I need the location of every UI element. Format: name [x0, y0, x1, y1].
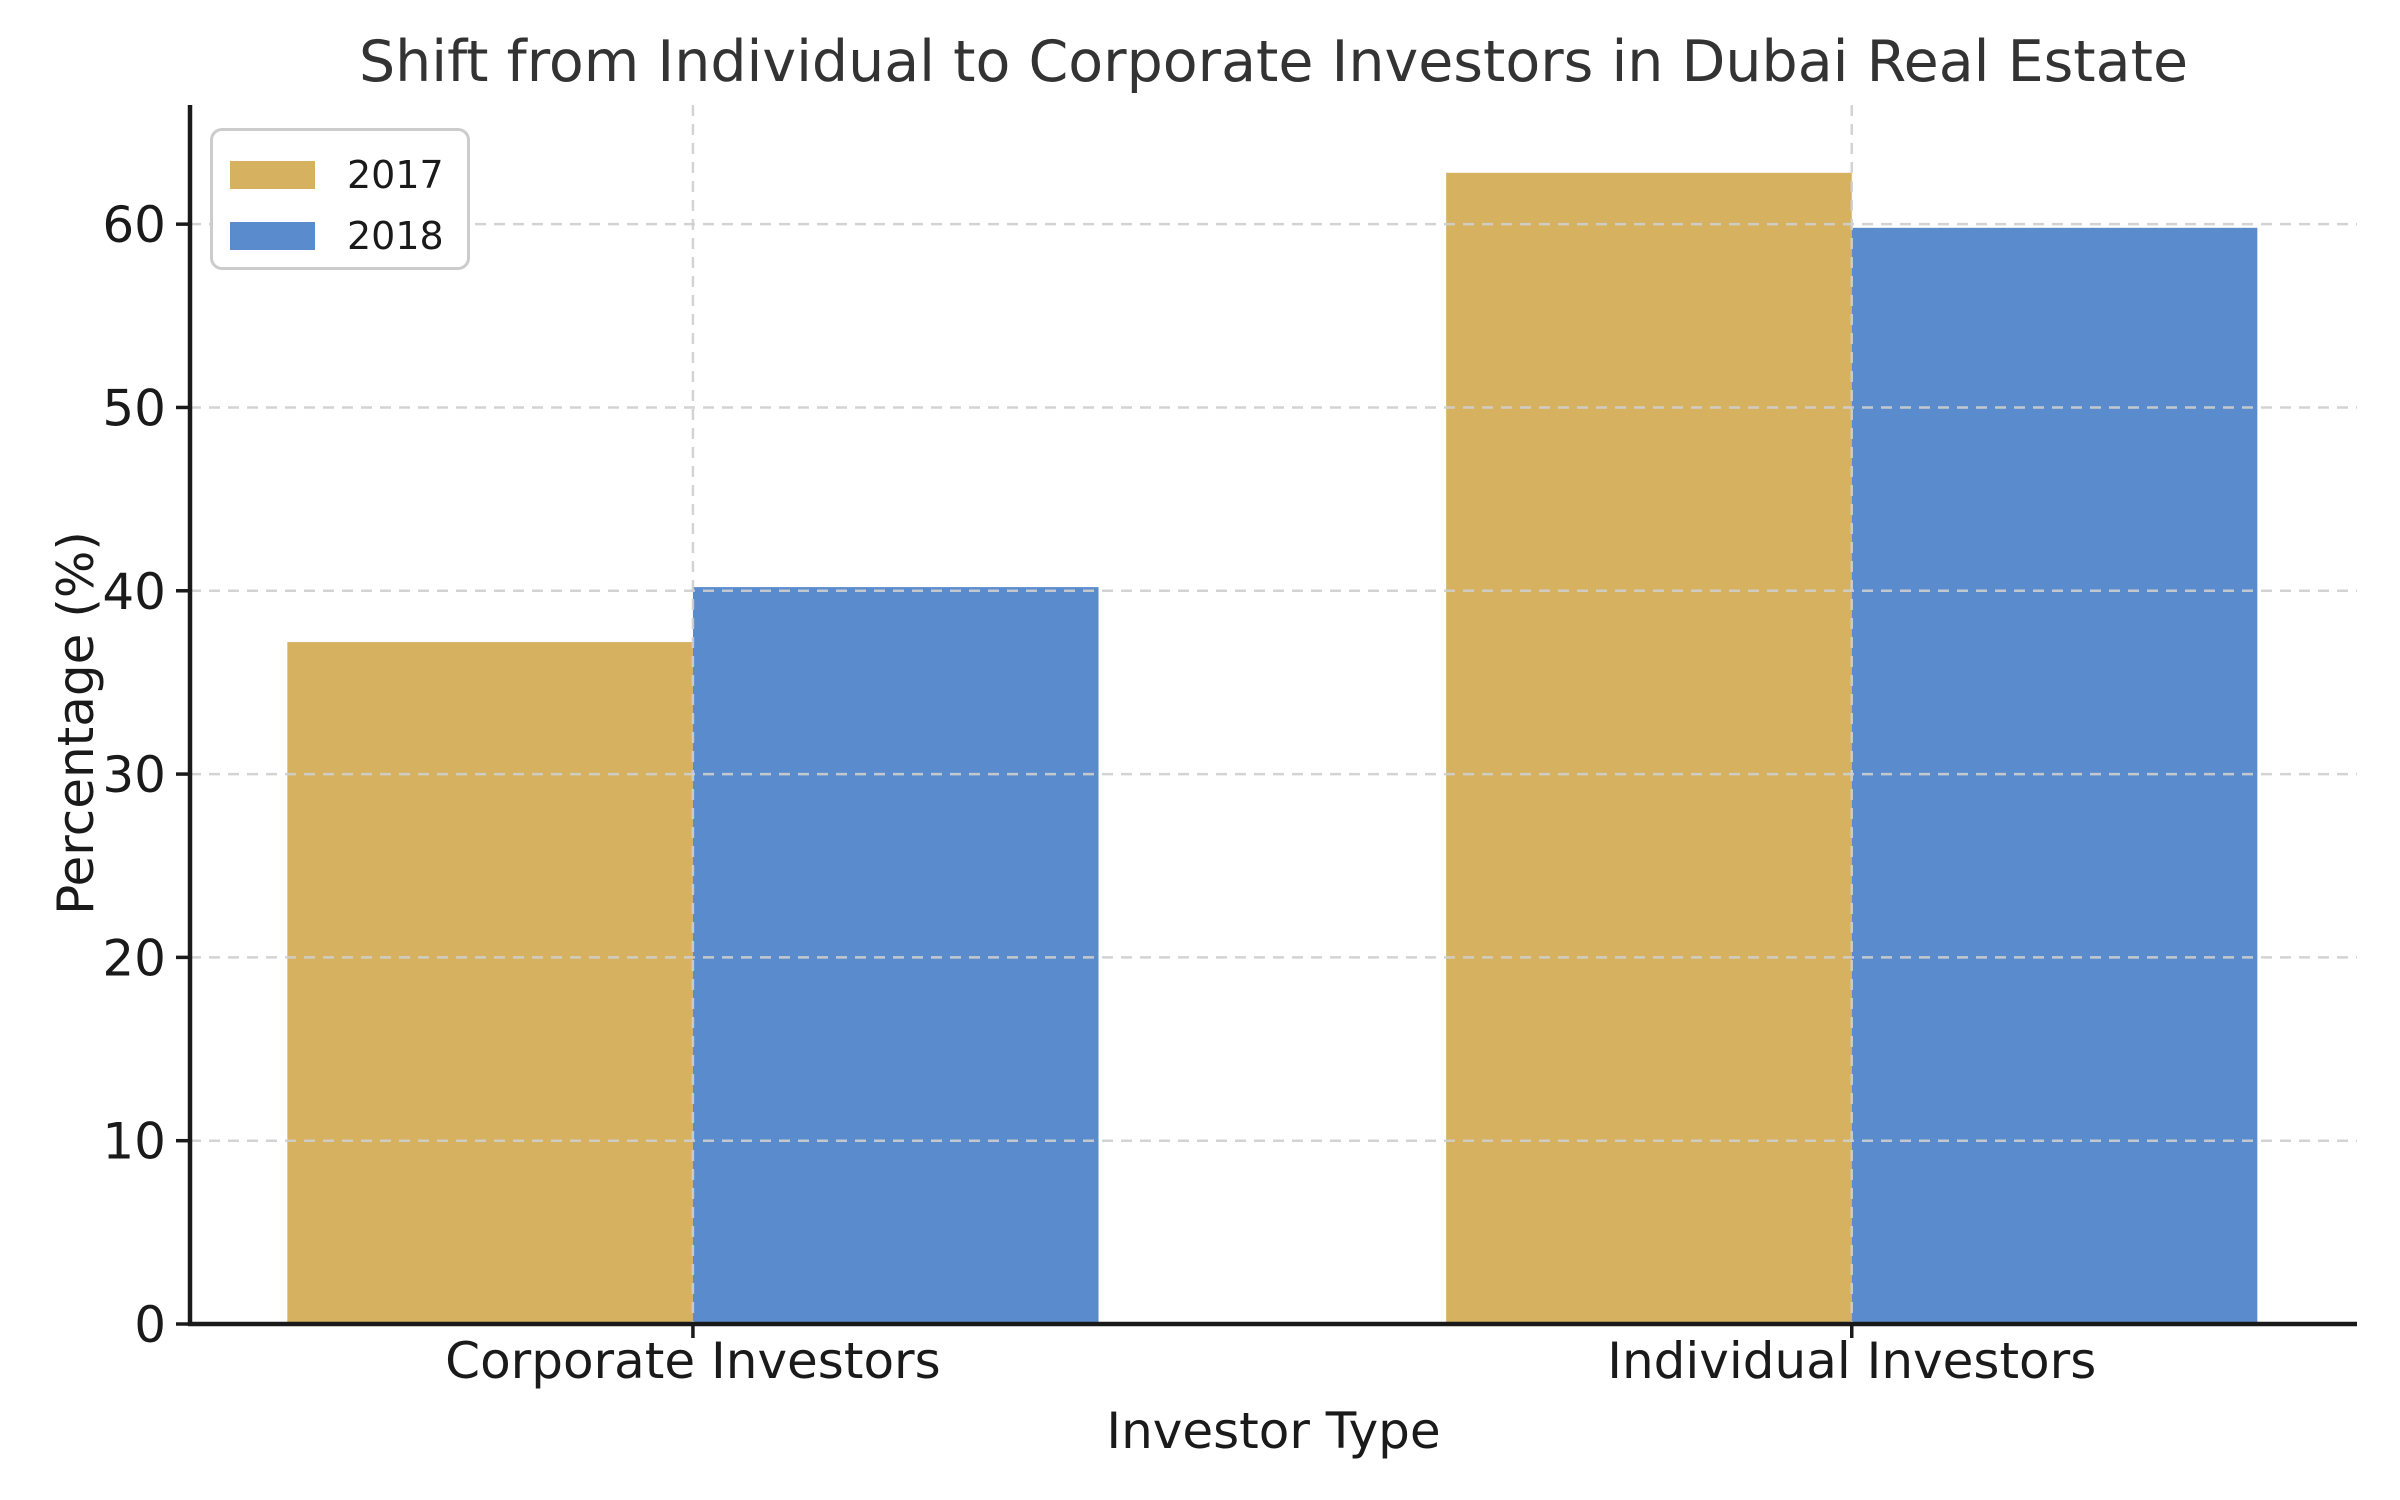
chart-title: Shift from Individual to Corporate Inves… [358, 29, 2189, 95]
y-tick-label-20: 20 [102, 929, 166, 987]
legend-swatch-2017 [230, 160, 315, 189]
x-tick-label-corporate-investors: Corporate Investors [445, 1332, 940, 1390]
y-tick-label-40: 40 [102, 563, 166, 621]
legend-swatch-2018 [230, 221, 315, 250]
legend: 2017 2018 [210, 128, 470, 270]
y-tick-label-50: 50 [102, 379, 166, 437]
legend-label-2017: 2017 [347, 152, 444, 197]
y-tick-label-0: 0 [134, 1296, 166, 1354]
bar-individual-investors-2017 [1446, 172, 1852, 1324]
y-tick-label-30: 30 [102, 746, 166, 804]
y-tick-label-10: 10 [102, 1113, 166, 1171]
bar-individual-investors-2018 [1851, 227, 2258, 1325]
y-tick-label-60: 60 [102, 196, 166, 254]
y-axis-title: Percentage (%) [47, 531, 105, 915]
x-axis-title: Investor Type [1106, 1402, 1441, 1460]
bar-corporate-investors-2017 [287, 642, 693, 1324]
legend-label-2018: 2018 [347, 213, 444, 258]
legend-item-2017: 2017 [230, 144, 467, 205]
bar-corporate-investors-2018 [692, 587, 1099, 1324]
x-tick-label-individual-investors: Individual Investors [1607, 1332, 2096, 1390]
legend-item-2018: 2018 [230, 205, 467, 266]
